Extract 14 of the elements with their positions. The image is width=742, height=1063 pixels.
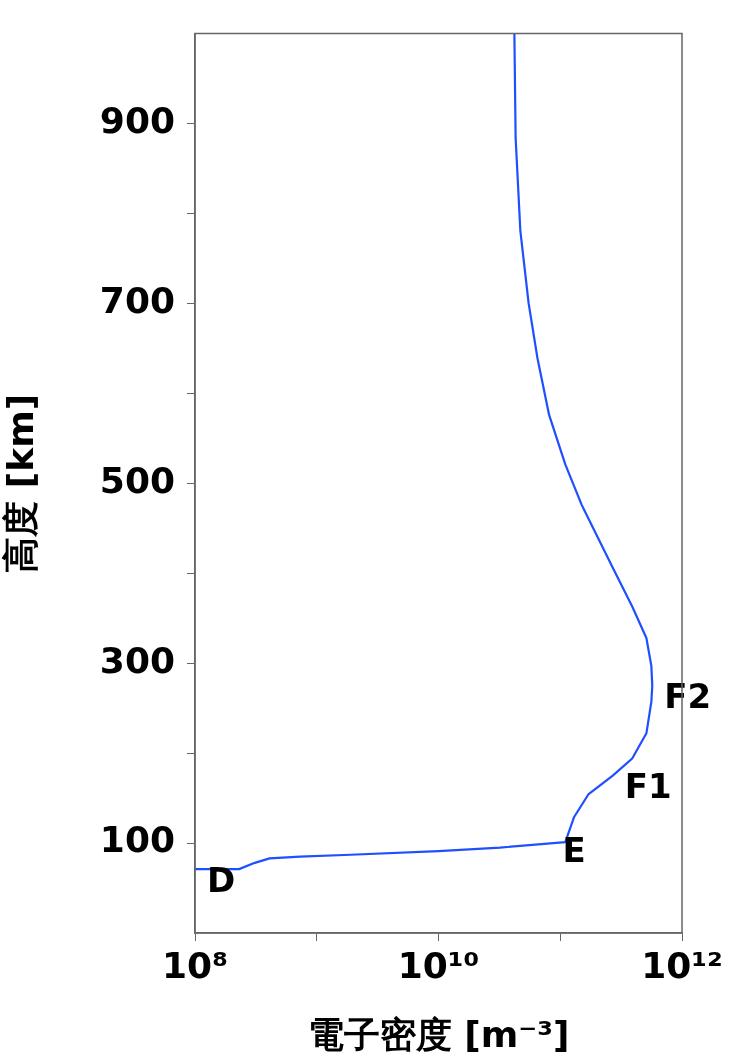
x-tick-label: 10¹² (641, 944, 723, 986)
y-tick-label: 700 (99, 279, 175, 321)
y-tick-label: 500 (99, 459, 175, 501)
annotation: F1 (624, 766, 672, 807)
x-axis-title: 電子密度 [m⁻³] (307, 1013, 570, 1055)
y-axis-title: 高度 [km] (0, 393, 41, 573)
annotation: D (207, 859, 236, 900)
y-tick-label: 900 (99, 99, 175, 141)
y-tick-label: 100 (99, 819, 175, 861)
annotation: E (562, 830, 586, 871)
y-tick-label: 300 (99, 639, 175, 681)
annotation: F2 (664, 676, 712, 717)
x-tick-label: 10¹⁰ (397, 944, 480, 986)
x-tick-label: 10⁸ (162, 944, 228, 986)
